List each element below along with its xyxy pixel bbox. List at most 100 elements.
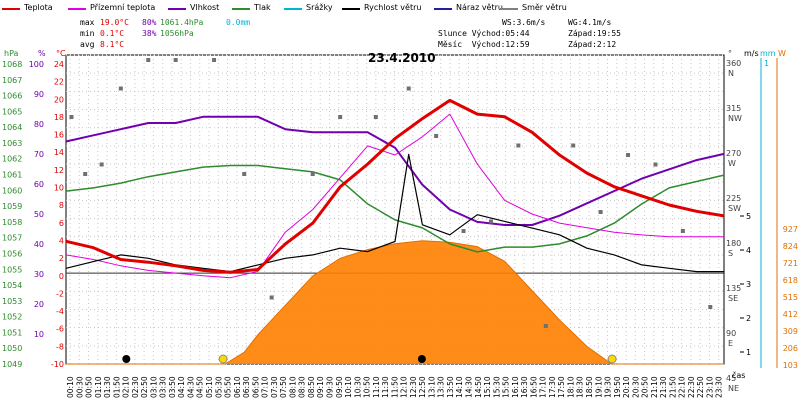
mm-tick-label: 1 (764, 59, 769, 68)
celsius-tick-label: 12 (54, 166, 64, 175)
x-tick-label: 20:30 (631, 376, 640, 398)
ms-tick-label: 2 (746, 314, 751, 323)
stat-max-hum: 80% (142, 18, 157, 27)
x-tick-label: 17:30 (548, 376, 557, 398)
wind-direction-marker (516, 143, 521, 148)
x-tick-label: 11:30 (381, 376, 390, 398)
wm2-tick-label: 412 (783, 310, 798, 319)
x-tick-label: 16:10 (511, 376, 520, 398)
stat-min-temp: 0.1°C (100, 29, 125, 38)
sunset-text: Západ:19:55 (568, 29, 621, 38)
ms-tick-label: 4 (746, 246, 751, 255)
celsius-tick-label: 22 (54, 78, 64, 87)
percent-tick-label: 80 (34, 120, 44, 129)
wm2-tick-label: 824 (783, 242, 798, 251)
direction-tick-label: 270 (726, 149, 741, 158)
stat-min-press: 1056hPa (160, 29, 194, 38)
percent-tick-label: 50 (34, 210, 44, 219)
wind-speed-stat: WS:3.6m/s (502, 18, 546, 27)
wind-direction-marker (118, 86, 123, 91)
celsius-tick-label: 6 (59, 219, 64, 228)
percent-tick-label: 100 (29, 60, 44, 69)
x-tick-label: 08:50 (307, 376, 316, 398)
hpa-tick-label: 1057 (2, 234, 22, 243)
solar-area (66, 240, 724, 364)
wm2-axis-label: W (778, 49, 786, 58)
wind-gust-stat: WG:4.1m/s (568, 18, 612, 27)
wm2-tick-label: 309 (783, 327, 798, 336)
celsius-tick-label: 10 (54, 184, 64, 193)
percent-tick-label: 90 (34, 90, 44, 99)
compass-label: W (728, 159, 736, 168)
wind-direction-marker (338, 115, 343, 119)
x-tick-label: 19:30 (604, 376, 613, 398)
series-line-vlhkost (65, 115, 725, 226)
celsius-tick-label: -2 (56, 289, 64, 298)
x-tick-label: 00:50 (85, 376, 94, 398)
stat-min-label: min (80, 29, 95, 38)
hpa-axis-label: hPa (4, 49, 19, 58)
x-tick-label: 16:30 (520, 376, 529, 398)
moonset-text: Západ:2:12 (568, 40, 617, 49)
celsius-tick-label: 0 (59, 272, 64, 281)
stat-max-rain: 0.0mm (226, 18, 251, 27)
x-tick-label: 18:30 (576, 376, 585, 398)
compass-label: NW (728, 114, 742, 123)
x-tick-label: 17:50 (557, 376, 566, 398)
legend-swatch-prizemni (68, 8, 86, 10)
x-tick-label: 10:50 (363, 376, 372, 398)
x-tick-label: 20:10 (622, 376, 631, 398)
celsius-tick-label: 2 (59, 254, 64, 263)
wm2-tick-label: 206 (783, 344, 798, 353)
x-tick-label: 00:10 (66, 376, 75, 398)
x-tick-label: 04:30 (186, 376, 195, 398)
stat-max-temp: 19.0°C (100, 18, 129, 27)
moonset-marker (122, 355, 131, 363)
wind-direction-marker (173, 58, 178, 62)
stat-max-press: 1061.4hPa (160, 18, 204, 27)
x-tick-label: 21:10 (650, 376, 659, 398)
direction-tick-label: 225 (726, 194, 741, 203)
x-tick-label: 22:50 (696, 376, 705, 398)
x-tick-label: 05:30 (214, 376, 223, 398)
direction-tick-label: 135 (726, 284, 741, 293)
percent-axis-label: % (38, 49, 46, 58)
x-tick-label: 09:10 (316, 376, 325, 398)
ms-tick-label: 3 (746, 280, 751, 289)
wm2-tick-label: 721 (783, 259, 798, 268)
legend-swatch-vlhkost (168, 8, 186, 10)
hpa-tick-label: 1061 (2, 171, 22, 180)
wind-direction-marker (212, 58, 217, 62)
wm2-tick-label: 103 (783, 361, 798, 370)
celsius-tick-label: -10 (51, 360, 64, 369)
hpa-tick-label: 1062 (2, 155, 22, 164)
legend-swatch-smer (500, 8, 518, 10)
x-tick-label: 10:30 (353, 376, 362, 398)
celsius-tick-label: -8 (56, 342, 64, 351)
celsius-tick-label: 8 (59, 201, 64, 210)
x-tick-label: 22:10 (678, 376, 687, 398)
direction-tick-label: 90 (726, 329, 736, 338)
x-tick-label: 12:30 (409, 376, 418, 398)
wind-direction-marker (373, 115, 378, 119)
wind-direction-marker (69, 115, 74, 119)
percent-tick-label: 20 (34, 300, 44, 309)
ms-axis-label: m/s (744, 49, 759, 58)
series-line-teplota (65, 98, 725, 274)
compass-label: SE (728, 294, 738, 303)
x-tick-label: 01:50 (112, 376, 121, 398)
x-tick-label: 22:30 (687, 376, 696, 398)
direction-tick-label: 315 (726, 104, 741, 113)
legend-label-naraz: Náraz větru (456, 3, 503, 12)
percent-tick-label: 10 (34, 330, 44, 339)
stat-min-hum: 38% (142, 29, 157, 38)
x-tick-label: 15:30 (492, 376, 501, 398)
wind-direction-marker (626, 153, 631, 157)
wind-direction-marker (598, 210, 603, 214)
stat-avg-label: avg (80, 40, 95, 49)
hpa-tick-label: 1060 (2, 186, 22, 195)
x-tick-label: 15:10 (483, 376, 492, 398)
direction-tick-label: 45 (726, 374, 736, 383)
legend-swatch-tlak (232, 8, 250, 10)
x-tick-label: 14:30 (465, 376, 474, 398)
